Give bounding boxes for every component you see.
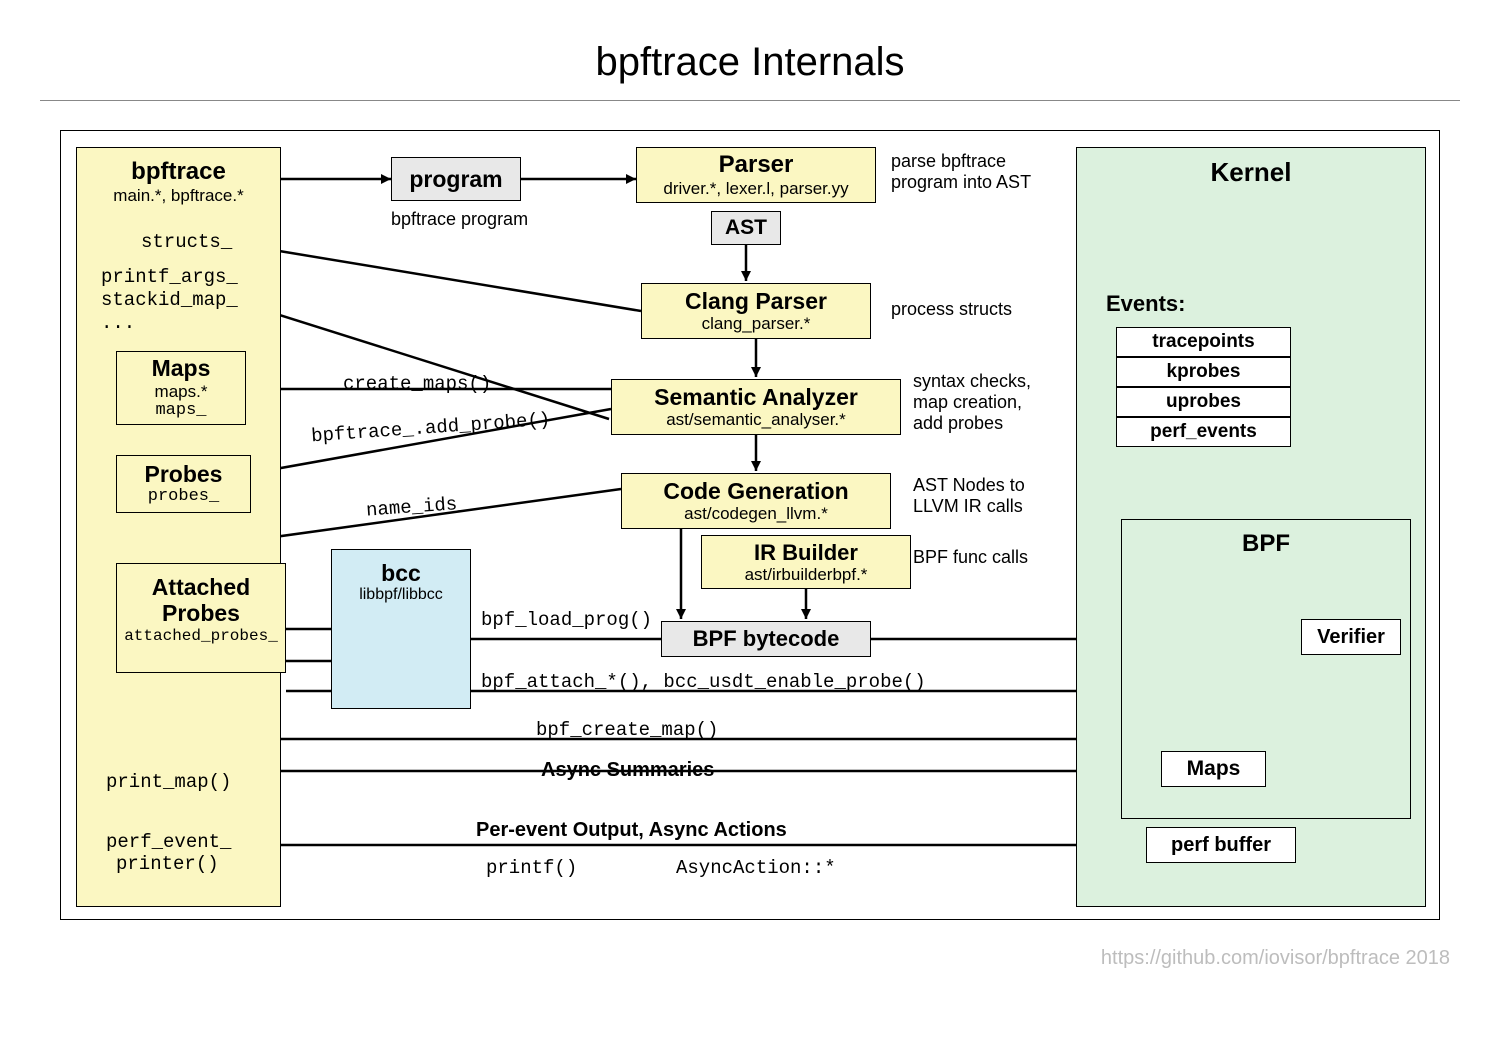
node-perfbuffer: perf buffer	[1146, 827, 1296, 863]
node-codegen: Code Generationast/codegen_llvm.*	[621, 473, 891, 529]
node-subtitle: ast/codegen_llvm.*	[684, 504, 828, 524]
node-maps: Mapsmaps.*maps_	[116, 351, 246, 425]
node-title: program	[409, 166, 502, 192]
node-perf_events: perf_events	[1116, 417, 1291, 447]
page-title: bpftrace Internals	[0, 40, 1500, 85]
node-irbuilder: IR Builderast/irbuilderbpf.*	[701, 535, 911, 589]
node-subtitle: libbpf/libbcc	[359, 586, 443, 604]
label-5: BPF func calls	[913, 547, 1028, 568]
node-uprobes: uprobes	[1116, 387, 1291, 417]
node-title: perf buffer	[1171, 834, 1271, 857]
node-title: Semantic Analyzer	[654, 384, 858, 410]
node-kprobes: kprobes	[1116, 357, 1291, 387]
label-7: printf_args_	[101, 266, 238, 288]
node-title: Maps	[152, 355, 211, 381]
node-probes: Probesprobes_	[116, 455, 251, 513]
node-bpftrace_container: bpftracemain.*, bpftrace.*	[76, 147, 281, 907]
label-9: ...	[101, 312, 135, 334]
node-verifier: Verifier	[1301, 619, 1401, 655]
node-title: Kernel	[1211, 158, 1292, 188]
divider	[40, 100, 1460, 101]
node-bytecode: BPF bytecode	[661, 621, 871, 657]
edge	[231, 243, 641, 311]
label-0: bpftrace program	[391, 209, 528, 230]
node-subtitle: ast/semantic_analyser.*	[666, 410, 846, 430]
node-title: BPF	[1242, 530, 1290, 558]
label-10: create_maps()	[343, 373, 491, 395]
node-subtitle: driver.*, lexer.l, parser.yy	[663, 179, 848, 199]
label-22: AsyncAction::*	[676, 857, 836, 879]
node-title: Parser	[719, 151, 794, 179]
diagram-frame: bpftracemain.*, bpftrace.* program Parserd…	[60, 130, 1440, 920]
node-subtitle: main.*, bpftrace.*	[113, 186, 243, 206]
node-title: Code Generation	[663, 478, 848, 504]
node-subtitle: ast/irbuilderbpf.*	[745, 565, 868, 585]
label-20: printer()	[116, 853, 219, 875]
label-21: printf()	[486, 857, 577, 879]
node-subtitle: attached_probes_	[124, 627, 278, 645]
node-title: bpftrace	[131, 158, 226, 186]
page: bpftrace Internals bpftracemain.*, bpftr…	[0, 0, 1500, 1050]
node-bcc: bcclibbpf/libbcc	[331, 549, 471, 709]
label-4: AST Nodes to LLVM IR calls	[913, 475, 1025, 517]
node-title: uprobes	[1166, 391, 1241, 413]
label-14: bpf_attach_*(), bcc_usdt_enable_probe()	[481, 671, 926, 693]
node-title: AST	[725, 216, 767, 240]
node-title: Attached Probes	[152, 574, 250, 627]
node-title: Verifier	[1317, 626, 1385, 649]
node-attached: Attached Probesattached_probes_	[116, 563, 286, 673]
label-11: bpftrace_.add_probe()	[311, 409, 551, 448]
node-title: kprobes	[1167, 361, 1241, 383]
node-tracepoints: tracepoints	[1116, 327, 1291, 357]
credit-url: https://github.com/iovisor/bpftrace 2018	[1101, 947, 1450, 970]
node-subtitle: probes_	[148, 487, 219, 507]
label-12: name_ids_	[365, 492, 469, 521]
label-13: bpf_load_prog()	[481, 609, 652, 631]
node-semantic: Semantic Analyzerast/semantic_analyser.*	[611, 379, 901, 435]
node-clang: Clang Parserclang_parser.*	[641, 283, 871, 339]
node-title: perf_events	[1150, 421, 1257, 443]
node-title: IR Builder	[754, 540, 858, 565]
node-subtitle: maps.*	[155, 382, 208, 402]
label-18: Per-event Output, Async Actions	[476, 819, 787, 842]
label-2: process structs	[891, 299, 1012, 320]
node-subtitle: clang_parser.*	[702, 314, 811, 334]
events-heading: Events:	[1106, 291, 1185, 317]
node-kmaps: Maps	[1161, 751, 1266, 787]
node-title: tracepoints	[1152, 331, 1254, 353]
node-title: BPF bytecode	[693, 626, 840, 651]
label-3: syntax checks, map creation, add probes	[913, 371, 1031, 434]
label-1: parse bpftrace program into AST	[891, 151, 1031, 193]
node-program: program	[391, 157, 521, 201]
node-subtitle2: maps_	[155, 401, 206, 421]
node-parser: Parserdriver.*, lexer.l, parser.yy	[636, 147, 876, 203]
node-title: bcc	[381, 560, 421, 586]
label-8: stackid_map_	[101, 289, 238, 311]
node-title: Probes	[145, 461, 223, 487]
node-title: Clang Parser	[685, 288, 827, 314]
edge	[229, 299, 609, 419]
node-title: Maps	[1187, 757, 1241, 781]
label-17: print_map()	[106, 771, 231, 793]
label-16: Async Summaries	[541, 759, 714, 782]
label-19: perf_event_	[106, 831, 231, 853]
label-15: bpf_create_map()	[536, 719, 718, 741]
node-ast: AST	[711, 211, 781, 245]
label-6: structs_	[141, 231, 232, 253]
